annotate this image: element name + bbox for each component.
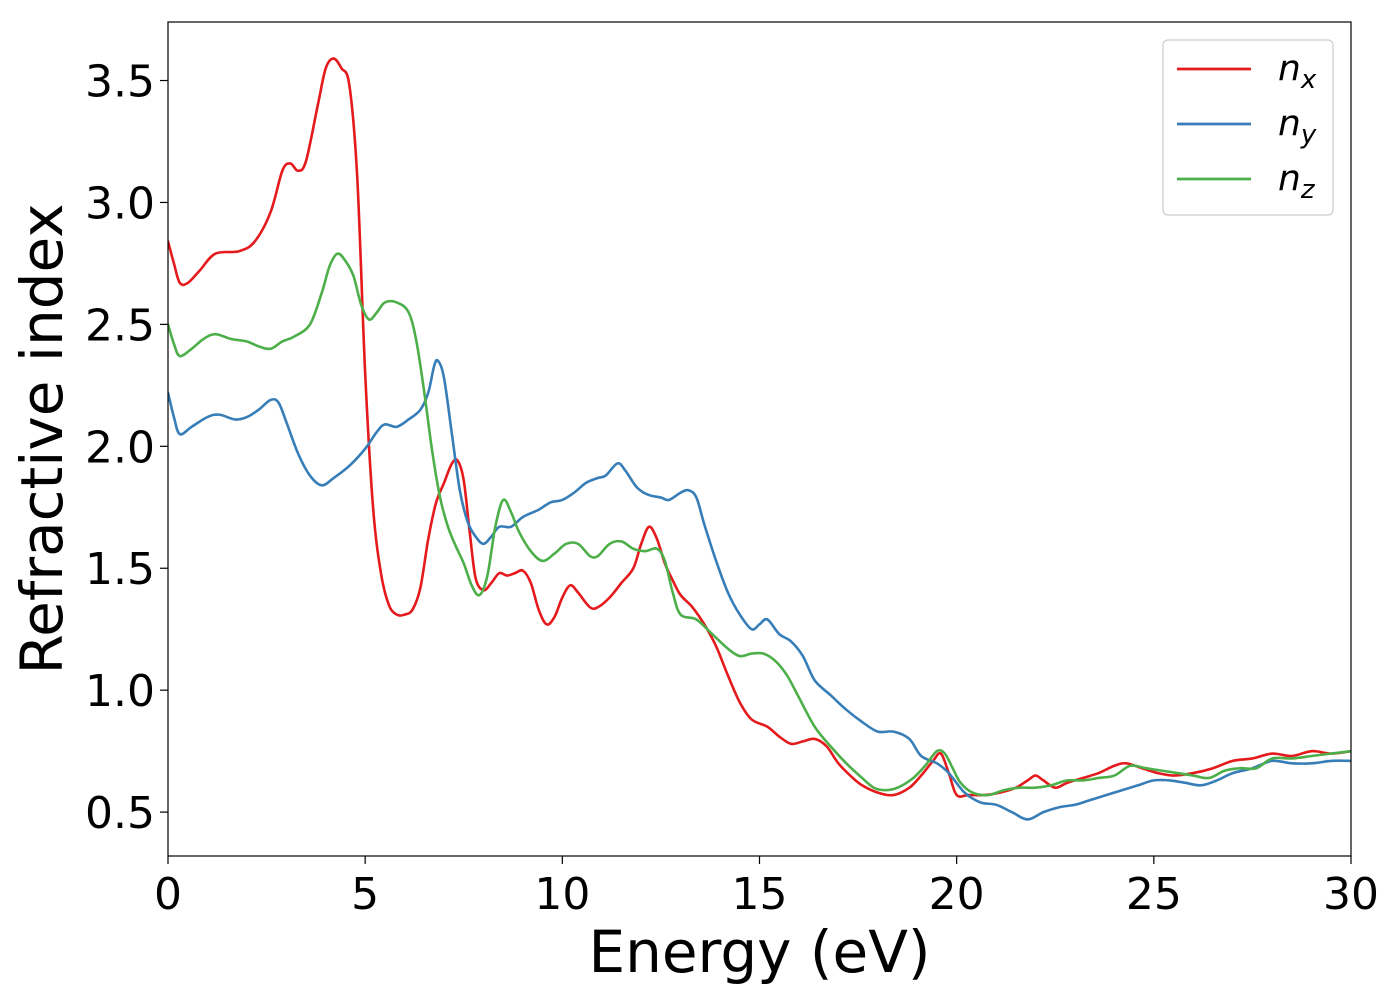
legend-label-base: n (1278, 48, 1301, 89)
x-axis-ticks: 0 5 10 15 20 25 30 (154, 856, 1379, 920)
series-line-n-x (168, 57, 1351, 798)
x-tick-label: 15 (732, 869, 788, 920)
series-line-n-y (168, 358, 1351, 821)
x-tick-label: 0 (154, 869, 182, 920)
x-tick-label: 20 (929, 869, 985, 920)
x-tick-label: 30 (1323, 869, 1379, 920)
legend-label-subscript: x (1300, 65, 1317, 95)
y-tick-label: 0.5 (85, 788, 155, 839)
legend-label-subscript: y (1300, 120, 1317, 150)
y-tick-label: 3.0 (85, 178, 155, 229)
series-line-n-z (168, 252, 1351, 797)
y-tick-label: 3.5 (85, 57, 155, 108)
legend-label-n-z: nz (1278, 158, 1316, 205)
legend-label-n-x: nx (1278, 48, 1317, 95)
x-tick-label: 25 (1126, 869, 1182, 920)
y-tick-label: 2.5 (85, 300, 155, 351)
y-tick-label: 2.0 (85, 422, 155, 473)
x-tick-label: 10 (534, 869, 590, 920)
legend-label-n-y: ny (1278, 103, 1317, 150)
legend-label-subscript: z (1300, 175, 1316, 205)
legend-label-base: n (1278, 158, 1301, 199)
y-tick-label: 1.0 (85, 666, 155, 717)
y-axis-label: Refractive index (8, 203, 76, 674)
y-tick-label: 1.5 (85, 544, 155, 595)
legend-label-base: n (1278, 103, 1301, 144)
legend-box (1162, 39, 1334, 216)
x-axis-label: Energy (eV) (588, 918, 930, 986)
series-lines (168, 57, 1351, 821)
y-axis-ticks: 0.5 1.0 1.5 2.0 2.5 3.0 3.5 (85, 57, 168, 839)
x-tick-label: 5 (351, 869, 379, 920)
